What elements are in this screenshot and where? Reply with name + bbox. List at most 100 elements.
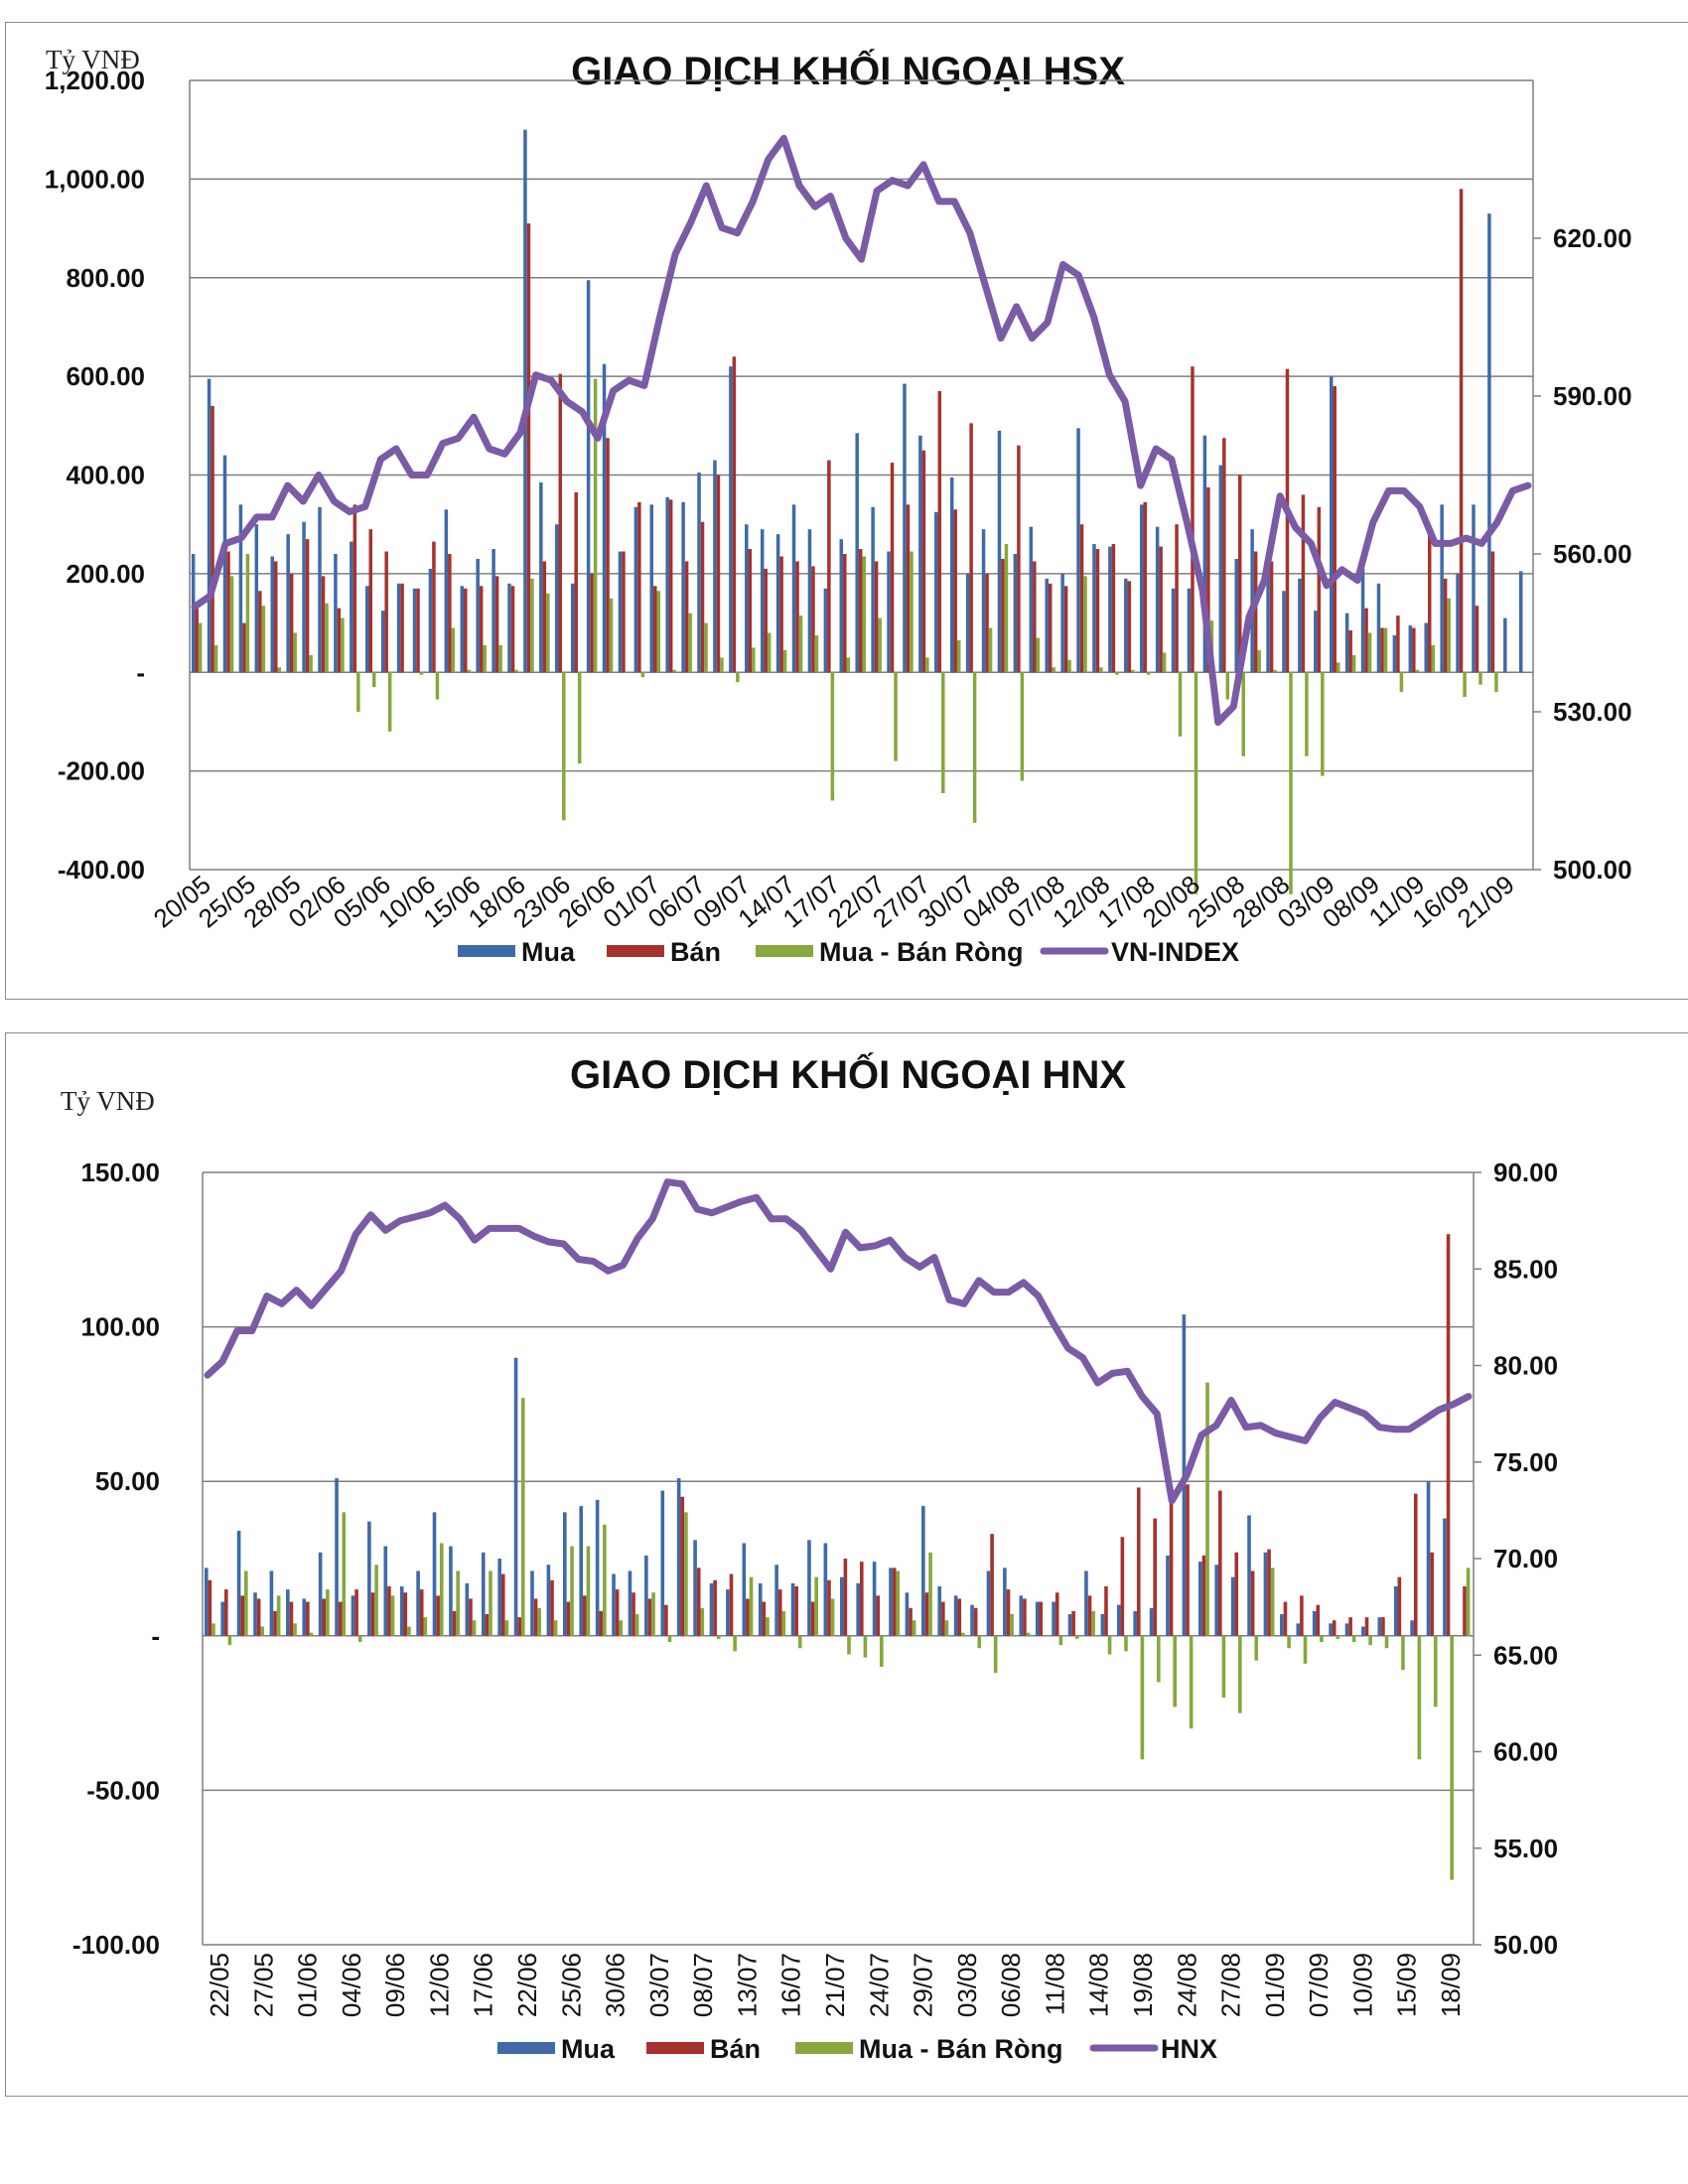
hsx-bar-rong — [277, 667, 282, 673]
hsx-bar-mua — [1440, 504, 1444, 673]
hsx-y-tick-label: 600.00 — [66, 361, 145, 391]
hnx-y-tick-label: 150.00 — [80, 1158, 160, 1187]
hnx-legend-swatch-1 — [646, 2042, 704, 2054]
hsx-bar-mua — [997, 430, 1002, 673]
hnx-bar-mua — [579, 1506, 584, 1636]
hsx-bar-ban — [195, 603, 199, 673]
hnx-bar-ban — [746, 1598, 750, 1636]
hnx-bar-rong — [1433, 1635, 1438, 1707]
hnx-bar-mua — [660, 1490, 665, 1636]
hnx-bar-mua — [530, 1570, 534, 1636]
hnx-x-tick-label: 25/06 — [556, 1953, 586, 2017]
hnx-bar-rong — [390, 1595, 395, 1636]
hnx-bar-ban — [338, 1601, 343, 1636]
hsx-bar-mua — [555, 524, 559, 673]
hnx-bar-rong — [1205, 1382, 1209, 1636]
hnx-bar-mua — [416, 1570, 420, 1636]
hnx-bar-mua — [253, 1592, 257, 1636]
hsx-bar-ban — [684, 561, 689, 673]
hnx-bar-mua — [709, 1582, 714, 1636]
hnx-bar-rong — [880, 1635, 884, 1667]
hnx-bar-mua — [269, 1570, 274, 1636]
hsx-legend-label: Bán — [670, 937, 721, 967]
hsx-bar-rong — [814, 634, 819, 673]
hnx-bar-rong — [1254, 1635, 1259, 1661]
hnx-bar-mua — [1410, 1620, 1414, 1636]
hsx-bar-rong — [1178, 672, 1183, 737]
hnx-x-tick-label: 22/06 — [512, 1953, 542, 2017]
hnx-bar-mua — [399, 1586, 404, 1636]
hnx-bar-rong — [1058, 1635, 1063, 1646]
hnx-y2-tick-label: 50.00 — [1493, 1930, 1558, 1960]
hnx-bar-ban — [1316, 1604, 1321, 1636]
hnx-bar-ban — [957, 1598, 962, 1636]
hnx-bar-ban — [1169, 1487, 1174, 1636]
hnx-bar-rong — [1320, 1635, 1324, 1643]
hnx-bar-mua — [351, 1595, 355, 1636]
hsx-bar-mua — [949, 477, 954, 673]
hnx-x-tick-label: 11/08 — [1040, 1953, 1069, 2015]
hnx-bar-ban — [1234, 1552, 1239, 1636]
hnx-bar-ban — [1300, 1595, 1304, 1636]
hnx-bar-rong — [1107, 1635, 1112, 1655]
hnx-bar-ban — [632, 1592, 635, 1636]
hnx-bar-rong — [912, 1620, 916, 1636]
hsx-bar-ban — [764, 568, 768, 673]
hsx-bar-rong — [830, 672, 835, 801]
hnx-bar-rong — [847, 1635, 851, 1655]
hnx-x-tick-label: 13/07 — [732, 1953, 762, 2017]
hsx-bar-mua — [1503, 617, 1507, 673]
hsx-bar-rong — [1494, 672, 1498, 693]
hnx-x-tick-label: 03/08 — [952, 1953, 982, 2017]
hsx-bar-rong — [625, 672, 630, 673]
hsx-legend-label: Mua - Bán Ròng — [819, 937, 1023, 967]
hnx-y-tick-label: 100.00 — [80, 1312, 160, 1342]
hnx-bar-rong — [342, 1512, 347, 1636]
hsx-bar-mua — [760, 529, 765, 673]
hnx-bar-ban — [909, 1607, 913, 1636]
hsx-bar-rong — [1241, 672, 1245, 756]
hsx-bar-mua — [302, 521, 306, 673]
hsx-bar-ban — [416, 588, 420, 673]
hnx-x-tick-label: 15/09 — [1392, 1953, 1422, 2017]
hnx-bar-mua — [889, 1568, 893, 1636]
hsx-bar-rong — [846, 657, 851, 673]
hnx-bar-ban — [762, 1601, 767, 1636]
hnx-bar-mua — [1329, 1623, 1333, 1636]
hnx-bar-rong — [830, 1598, 835, 1636]
hnx-bar-mua — [1426, 1481, 1431, 1636]
hsx-bar-rong — [1305, 672, 1309, 756]
hsx-bar-rong — [1052, 667, 1055, 673]
hsx-bar-mua — [586, 280, 591, 673]
hnx-x-tick-label: 16/07 — [776, 1953, 806, 2017]
hsx-bar-ban — [637, 501, 641, 673]
hsx-bar-mua — [222, 455, 227, 673]
hsx-bar-rong — [1431, 644, 1435, 673]
hnx-bar-ban — [306, 1601, 310, 1636]
hnx-bar-rong — [407, 1626, 411, 1636]
hnx-bar-mua — [1035, 1601, 1040, 1636]
hsx-bar-rong — [910, 551, 914, 673]
hsx-bar-rong — [878, 617, 882, 673]
hsx-bar-mua — [318, 506, 322, 673]
hsx-y-tick-label: 800.00 — [66, 263, 145, 293]
hnx-y2-tick-label: 80.00 — [1493, 1351, 1558, 1381]
hnx-bar-ban — [1381, 1617, 1385, 1636]
hsx-bar-rong — [736, 672, 740, 683]
hnx-bar-rong — [456, 1570, 460, 1636]
hsx-bar-mua — [1029, 526, 1034, 673]
hsx-bar-ban — [1191, 366, 1195, 673]
hsx-bar-mua — [412, 588, 417, 673]
hsx-bar-rong — [1162, 652, 1167, 673]
hsx-bar-ban — [384, 551, 388, 673]
hnx-bar-mua — [1296, 1623, 1301, 1636]
hsx-y-tick-label: 1,200.00 — [45, 66, 145, 95]
hnx-bar-ban — [1250, 1570, 1255, 1636]
hsx-bar-ban — [1237, 475, 1242, 673]
hnx-x-tick-label: 17/06 — [469, 1953, 498, 2017]
hnx-bar-rong — [227, 1635, 232, 1646]
hnx-bar-ban — [403, 1592, 408, 1636]
hnx-bar-rong — [1368, 1635, 1372, 1646]
hnx-bar-ban — [713, 1579, 717, 1636]
hnx-bar-rong — [603, 1524, 607, 1636]
